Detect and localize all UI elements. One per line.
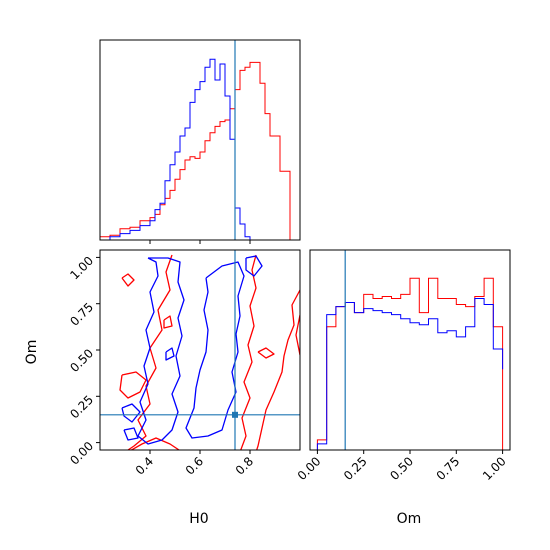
h0-hist-red-series bbox=[100, 61, 300, 240]
blue-island-bottom bbox=[123, 427, 139, 441]
blue-contour-center bbox=[185, 261, 245, 439]
red-contour-right-edge bbox=[295, 314, 300, 356]
red-island-high bbox=[121, 273, 135, 287]
blue-contour-left bbox=[137, 257, 185, 445]
h0-hist-plot-area bbox=[100, 58, 300, 240]
red-island-right bbox=[257, 347, 275, 359]
y-axis-label-om: Om bbox=[24, 340, 40, 365]
red-contour-bottom bbox=[130, 437, 181, 450]
joint-y-tick-label: 0.50 bbox=[67, 346, 96, 375]
joint-x-tick-label: 0.4 bbox=[133, 454, 156, 477]
joint-truth-marker bbox=[232, 411, 238, 418]
joint-y-tick-label: 0.25 bbox=[67, 393, 96, 422]
blue-island-mid bbox=[165, 347, 175, 361]
joint-plot-area bbox=[119, 254, 300, 450]
h0-hist-frame bbox=[99, 39, 301, 241]
blue-island-top bbox=[245, 255, 263, 277]
red-island-mid bbox=[163, 315, 173, 329]
joint-x-tick-label: 0.6 bbox=[183, 454, 206, 477]
blue-island-left bbox=[121, 403, 141, 423]
h0-hist-blue-series bbox=[100, 58, 300, 240]
h0-histogram-panel bbox=[99, 39, 301, 244]
om-hist-x-tick-label: 0.75 bbox=[434, 454, 463, 483]
x-axis-label-h0: H0 bbox=[189, 511, 208, 527]
red-contour-left-outer bbox=[127, 254, 173, 450]
x-axis-label-om: Om bbox=[397, 511, 422, 527]
red-contour-mid bbox=[240, 254, 257, 450]
om-hist-x-tick-label: 0.50 bbox=[387, 454, 416, 483]
joint-y-tick-label: 0.75 bbox=[67, 300, 96, 329]
om-hist-x-tick-label: 1.00 bbox=[480, 454, 509, 483]
om-hist-x-tick-label: 0.25 bbox=[341, 454, 370, 483]
om-hist-x-tick-label: 0.00 bbox=[295, 454, 324, 483]
joint-y-tick-label: 1.00 bbox=[67, 254, 96, 283]
h0-om-contour-panel: 0.4 0.6 0.8 0.00 0.25 0.50 0.75 1.00 bbox=[67, 249, 301, 478]
om-histogram-panel: 0.00 0.25 0.50 0.75 1.00 bbox=[295, 249, 511, 483]
joint-y-tick-label: 0.00 bbox=[67, 439, 96, 468]
red-island-low bbox=[119, 371, 147, 399]
red-contour-right-upper bbox=[255, 289, 300, 450]
joint-x-tick-label: 0.8 bbox=[233, 454, 256, 477]
